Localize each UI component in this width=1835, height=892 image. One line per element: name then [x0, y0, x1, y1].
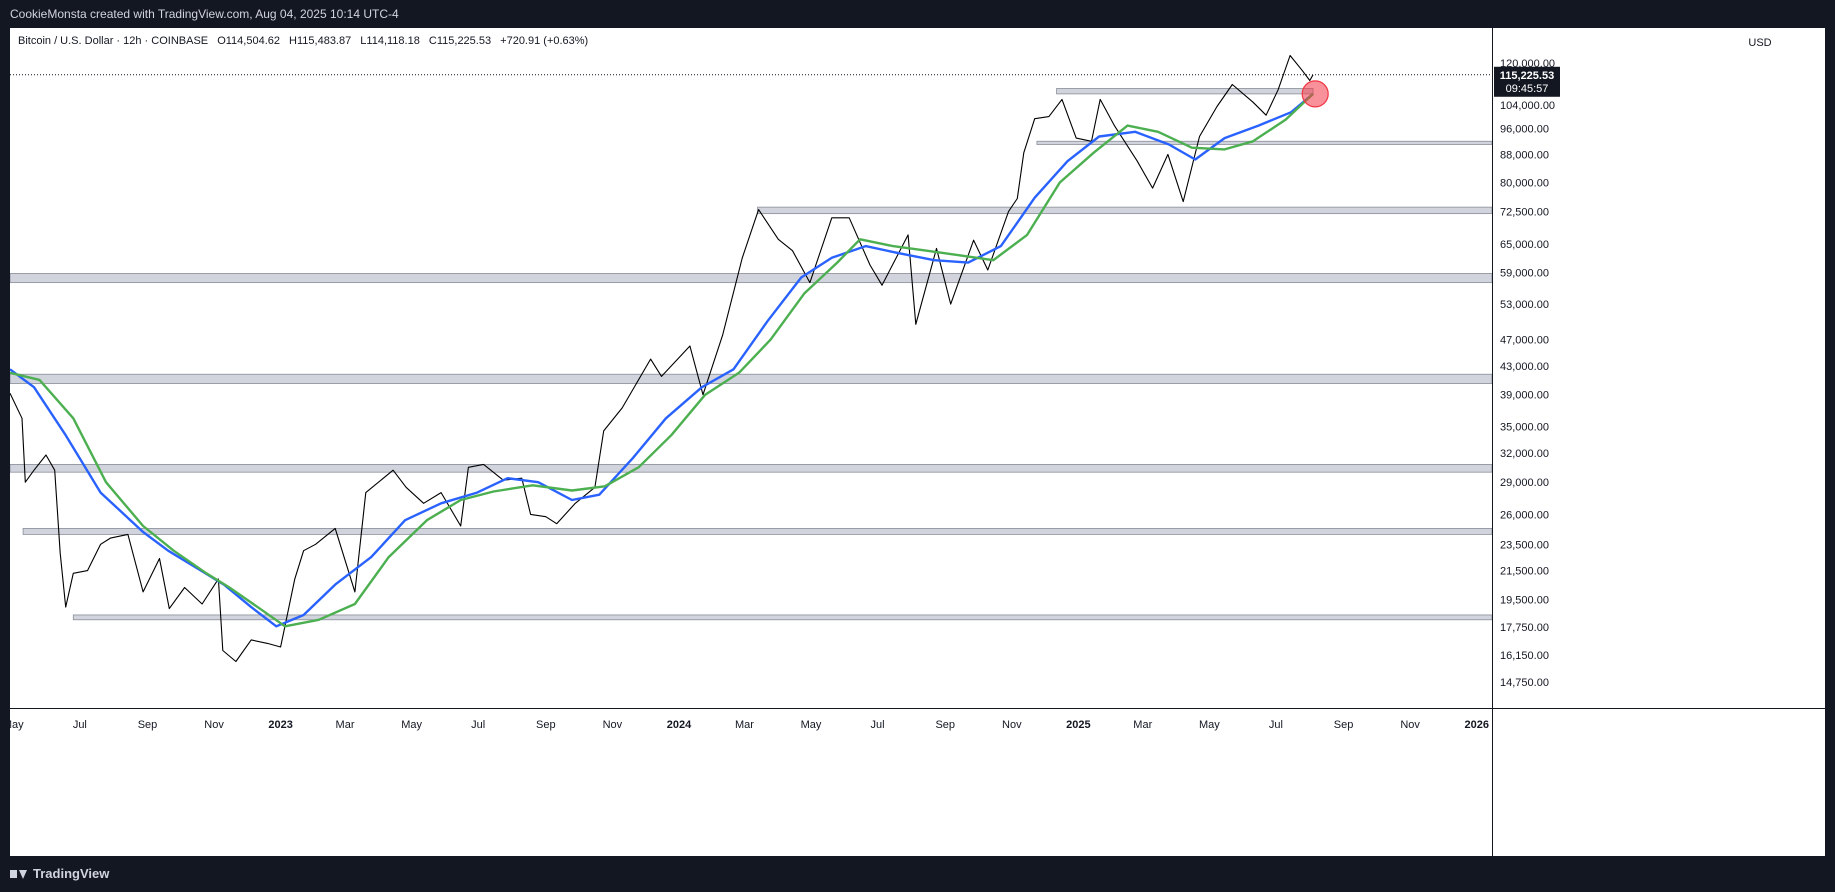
symbol-name: Bitcoin / U.S. Dollar · 12h · COINBASE: [18, 35, 209, 47]
y-tick-label: 32,000.00: [1500, 448, 1549, 460]
y-tick-label: 65,000.00: [1500, 239, 1549, 251]
x-tick-label: Jul: [471, 719, 485, 731]
x-tick-label: May: [10, 719, 24, 731]
x-tick-label: Nov: [1002, 719, 1022, 731]
x-tick-label: Mar: [336, 719, 355, 731]
x-tick-label: Sep: [1334, 719, 1354, 731]
series-line-2: [10, 93, 1314, 628]
support-zone-3: [10, 273, 1493, 284]
x-tick-label: Nov: [603, 719, 623, 731]
x-tick-label: Jul: [871, 719, 885, 731]
ohlc-open: O114,504.62: [217, 35, 280, 47]
y-tick-label: 35,000.00: [1500, 422, 1549, 434]
x-tick-label: Jul: [1269, 719, 1283, 731]
x-tick-label: Sep: [138, 719, 158, 731]
y-tick-label: 14,750.00: [1500, 677, 1549, 689]
y-tick-label: 80,000.00: [1500, 178, 1549, 190]
y-tick-label: 23,500.00: [1500, 539, 1549, 551]
x-tick-label: May: [801, 719, 822, 731]
support-zone-2: [757, 206, 1493, 215]
series-line-0: [10, 54, 1314, 663]
ohlc-high: H115,483.87: [289, 35, 352, 47]
y-tick-label: 21,500.00: [1500, 566, 1549, 578]
support-zone-5: [10, 464, 1493, 473]
symbol-legend: Bitcoin / U.S. Dollar · 12h · COINBASE O…: [18, 35, 594, 47]
x-tick-label: Mar: [1133, 719, 1152, 731]
x-tick-label: Sep: [536, 719, 556, 731]
y-tick-label: 26,000.00: [1500, 509, 1549, 521]
highlight-marker: [1301, 80, 1329, 108]
x-tick-label: 2024: [667, 719, 692, 731]
y-tick-label: 53,000.00: [1500, 299, 1549, 311]
x-tick-label: 2025: [1066, 719, 1090, 731]
brand-name: TradingView: [33, 866, 110, 881]
currency-label: USD: [1748, 37, 1771, 49]
x-tick-label: Nov: [204, 719, 224, 731]
price-badge-value: 115,225.53: [1500, 70, 1554, 82]
footer-bar: TradingView: [0, 856, 1835, 892]
x-tick-label: Jul: [73, 719, 87, 731]
x-tick-label: 2026: [1464, 719, 1488, 731]
x-tick-label: Mar: [735, 719, 754, 731]
y-tick-label: 16,150.00: [1500, 650, 1549, 662]
y-tick-label: 43,000.00: [1500, 361, 1549, 373]
x-tick-label: May: [1199, 719, 1220, 731]
support-zone-0: [1056, 88, 1314, 95]
ohlc-close: C115,225.53: [428, 35, 492, 47]
y-tick-label: 104,000.00: [1500, 100, 1555, 112]
y-tick-label: 47,000.00: [1500, 335, 1549, 347]
attribution-text: CookieMonsta created with TradingView.co…: [10, 7, 399, 21]
support-zone-4: [10, 373, 1493, 384]
price-badge: [1494, 66, 1560, 97]
tradingview-logo[interactable]: TradingView: [10, 866, 109, 882]
x-tick-label: Nov: [1400, 719, 1420, 731]
x-tick-label: 2023: [268, 719, 292, 731]
attribution-bar: CookieMonsta created with TradingView.co…: [0, 0, 1835, 28]
chart-background: [10, 28, 1825, 856]
y-tick-label: 88,000.00: [1500, 149, 1549, 161]
y-tick-label: 59,000.00: [1500, 267, 1549, 279]
x-tick-label: May: [401, 719, 422, 731]
support-zone-6: [22, 527, 1493, 535]
y-tick-label: 72,500.00: [1500, 207, 1549, 219]
y-tick-label: 96,000.00: [1500, 124, 1549, 136]
x-tick-label: Sep: [935, 719, 955, 731]
price-badge-countdown: 09:45:57: [1506, 83, 1549, 95]
price-chart[interactable]: USD120,000.00104,000.0096,000.0088,000.0…: [10, 28, 1825, 856]
y-tick-label: 17,750.00: [1500, 622, 1549, 634]
y-tick-label: 29,000.00: [1500, 477, 1549, 489]
tradingview-logo-icon: [10, 868, 28, 880]
ohlc-low: L114,118.18: [360, 35, 420, 47]
chart-frame[interactable]: USD 120,000.00 104,000.00 96,000.00 88,000.0…: [10, 28, 1825, 856]
price-change: +720.91 (+0.63%): [500, 35, 589, 47]
y-tick-label: 39,000.00: [1500, 390, 1549, 402]
y-tick-label: 19,500.00: [1500, 594, 1549, 606]
